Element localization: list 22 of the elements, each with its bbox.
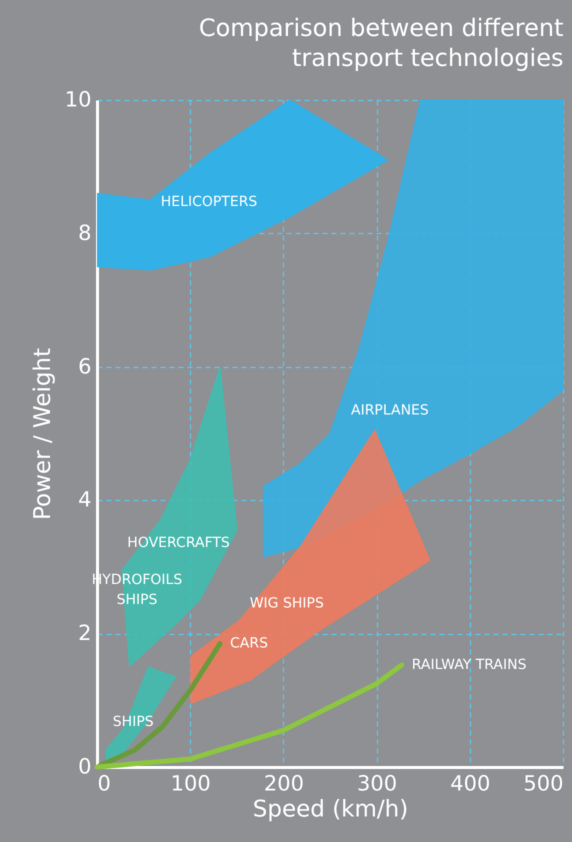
y-tick-label: 2 <box>78 621 92 646</box>
series-label: HELICOPTERS <box>160 194 258 210</box>
x-tick-label: 0 <box>98 772 111 796</box>
series-label: AIRPLANES <box>350 402 429 419</box>
x-axis-title: Speed (km/h) <box>252 796 408 822</box>
y-tick-label: 0 <box>78 754 92 778</box>
y-tick-label: 10 <box>64 88 92 112</box>
x-tick-label: 400 <box>450 772 490 796</box>
chart-title: Comparison between different transport technologies <box>198 14 564 72</box>
series-label: WIG SHIPS <box>250 596 324 612</box>
x-tick-label: 100 <box>170 772 211 796</box>
x-tick-label: 300 <box>357 772 398 796</box>
series-label: HOVERCRAFTS <box>127 535 230 552</box>
y-tick-label: 8 <box>78 220 92 245</box>
x-tick-label: 500 <box>523 772 564 796</box>
series-label: SHIPS <box>112 714 154 730</box>
series-label: CARS <box>230 636 268 652</box>
series-label: RAILWAY TRAINS <box>412 656 527 673</box>
y-axis-title: Power / Weight <box>30 348 56 520</box>
x-tick-label: 200 <box>264 772 304 796</box>
y-tick-label: 6 <box>78 354 92 378</box>
y-tick-label: 4 <box>78 488 92 512</box>
